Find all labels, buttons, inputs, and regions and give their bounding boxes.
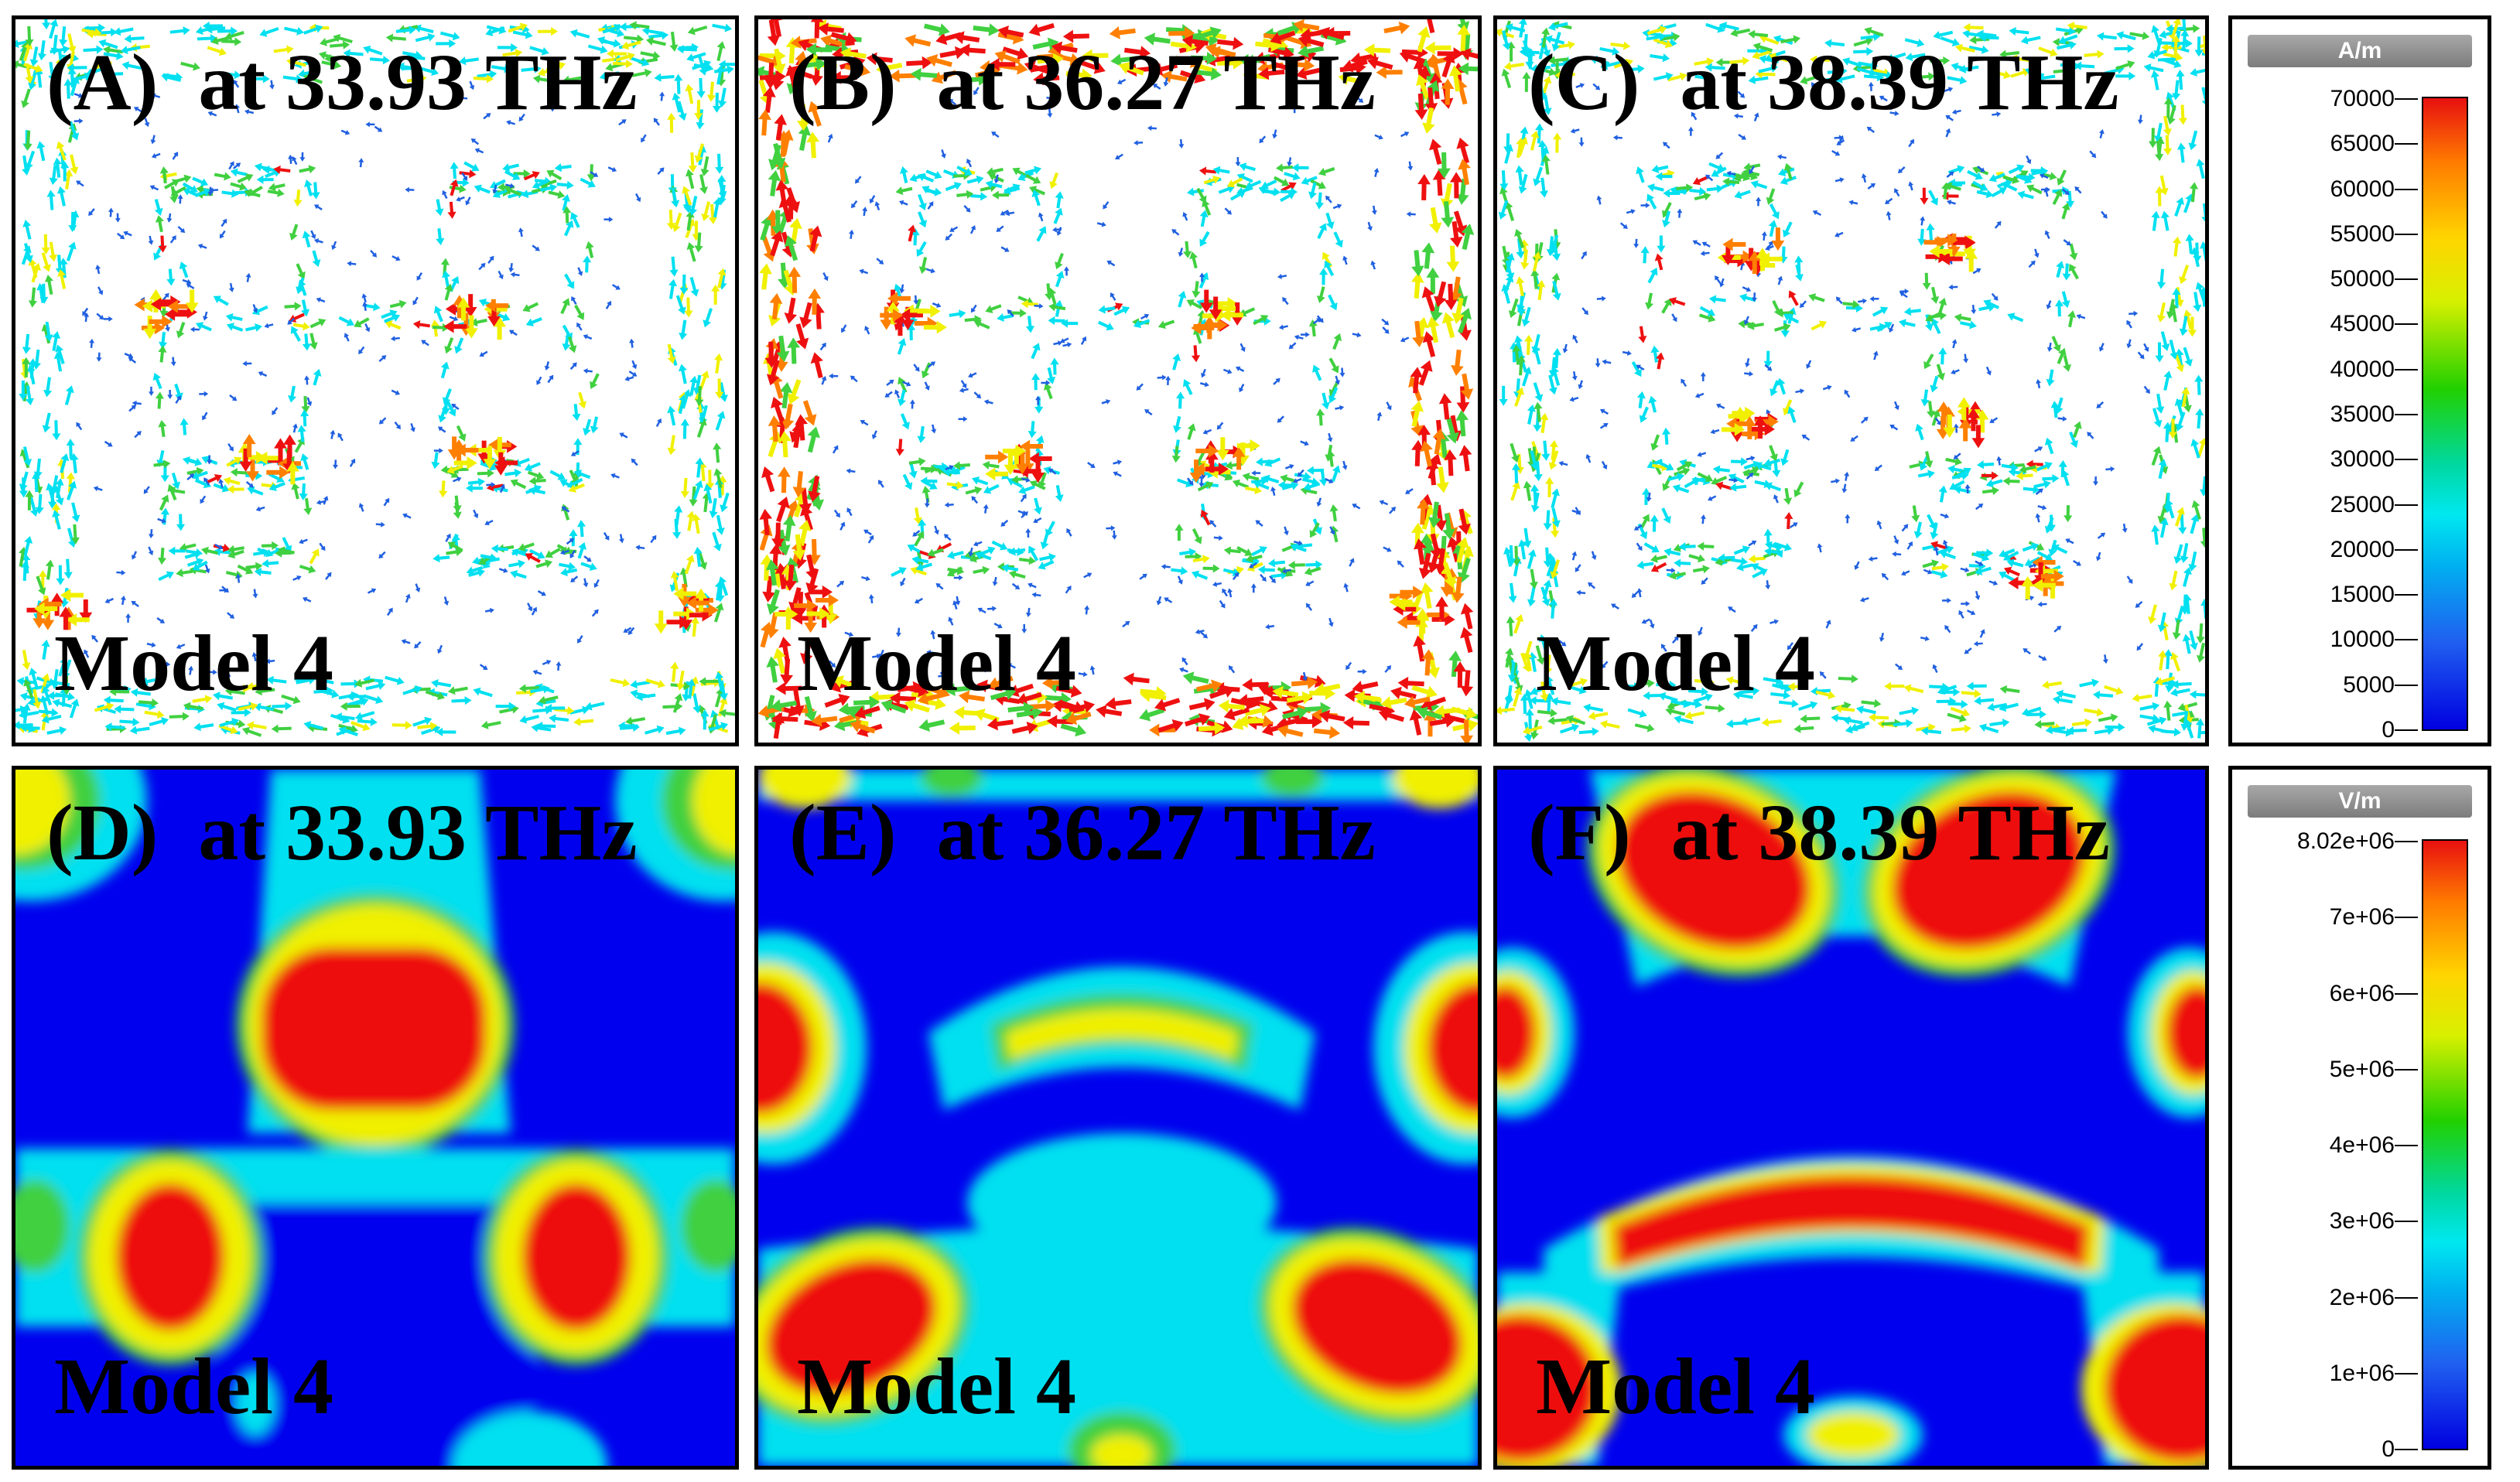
legend-tick-mark xyxy=(2395,1145,2418,1146)
legend-tick-mark xyxy=(2395,278,2418,281)
panel-b-label: (B) at 36.27 THz xyxy=(789,38,1376,127)
legend-tick-label: 1e+06 xyxy=(2329,1360,2395,1386)
legend-tick-mark xyxy=(2395,504,2418,506)
legend-tick-label: 45000 xyxy=(2330,311,2395,337)
field-map-d xyxy=(15,770,735,1466)
legend-tick-mark xyxy=(2395,917,2418,919)
field-map-f xyxy=(1497,770,2205,1466)
legend-tick-mark xyxy=(2395,1372,2418,1374)
panel-a-surface-current: (A) at 33.93 THz Model 4 xyxy=(12,15,739,746)
legend-surface-current: A/m 70000 65000 60000 55000 50000 45000 40000 3… xyxy=(2228,15,2491,746)
panel-d-label: (D) at 33.93 THz xyxy=(46,788,638,877)
current-arrows-b xyxy=(758,19,1478,743)
legend-tick-mark xyxy=(2395,729,2418,731)
legend-tick-mark xyxy=(2395,992,2418,995)
legend-tick-mark xyxy=(2395,1296,2418,1299)
legend-tick-label: 8.02e+06 xyxy=(2297,828,2395,854)
legend-tick-mark xyxy=(2395,639,2418,641)
legend-tick-mark xyxy=(2395,548,2418,551)
legend-tick-label: 15000 xyxy=(2330,582,2395,608)
legend-tick-label: 7e+06 xyxy=(2329,904,2395,931)
legend-tick-label: 40000 xyxy=(2330,356,2395,382)
legend-tick-mark xyxy=(2395,1449,2418,1450)
legend-tick-mark xyxy=(2395,323,2418,326)
legend-tick-label: 2e+06 xyxy=(2329,1284,2395,1310)
current-arrows-c xyxy=(1497,19,2205,743)
panel-c-model-label: Model 4 xyxy=(1536,619,1816,708)
legend-tick-label: 0 xyxy=(2382,717,2395,743)
legend-tick-label: 6e+06 xyxy=(2329,980,2395,1006)
panel-c-surface-current: (C) at 38.39 THz Model 4 xyxy=(1493,15,2209,746)
panel-e-label: (E) at 36.27 THz xyxy=(789,788,1376,877)
legend-tick-label: 70000 xyxy=(2330,86,2395,111)
panel-b-surface-current: (B) at 36.27 THz Model 4 xyxy=(754,15,1482,746)
legend-field-colorbar xyxy=(2422,839,2468,1450)
panel-b-model-label: Model 4 xyxy=(797,619,1077,708)
panel-f-label: (F) at 38.39 THz xyxy=(1528,788,2110,877)
panel-e-model-label: Model 4 xyxy=(797,1342,1077,1431)
legend-tick-mark xyxy=(2395,841,2418,842)
panel-f-model-label: Model 4 xyxy=(1536,1342,1816,1431)
legend-tick-mark xyxy=(2395,233,2418,235)
panel-e-electric-field: (E) at 36.27 THz Model 4 xyxy=(754,766,1482,1470)
legend-tick-mark xyxy=(2395,368,2418,370)
legend-tick-label: 30000 xyxy=(2330,446,2395,473)
legend-electric-field: V/m 8.02e+06 7e+06 6e+06 5e+06 4e+06 3e+06 2e+… xyxy=(2228,766,2491,1470)
legend-tick-mark xyxy=(2395,414,2418,415)
legend-tick-mark xyxy=(2395,143,2418,145)
legend-tick-label: 10000 xyxy=(2330,627,2395,653)
panel-d-electric-field: (D) at 33.93 THz Model 4 xyxy=(12,766,739,1470)
legend-tick-label: 5e+06 xyxy=(2329,1056,2395,1082)
legend-tick-label: 20000 xyxy=(2330,536,2395,562)
legend-tick-mark xyxy=(2395,1221,2418,1223)
panel-a-label: (A) at 33.93 THz xyxy=(46,38,638,127)
legend-tick-label: 60000 xyxy=(2330,176,2395,202)
legend-tick-mark xyxy=(2395,684,2418,686)
legend-current-colorbar xyxy=(2422,97,2468,731)
legend-tick-label: 25000 xyxy=(2330,491,2395,517)
legend-tick-mark xyxy=(2395,98,2418,100)
legend-tick-label: 5000 xyxy=(2343,671,2395,698)
panel-d-model-label: Model 4 xyxy=(54,1342,334,1431)
legend-tick-label: 65000 xyxy=(2330,131,2395,157)
legend-tick-mark xyxy=(2395,188,2418,190)
legend-tick-mark xyxy=(2395,1068,2418,1071)
legend-tick-mark xyxy=(2395,594,2418,596)
legend-tick-label: 4e+06 xyxy=(2329,1132,2395,1158)
legend-tick-label: 3e+06 xyxy=(2329,1208,2395,1234)
panel-a-model-label: Model 4 xyxy=(54,619,334,708)
panel-f-electric-field: (F) at 38.39 THz Model 4 xyxy=(1493,766,2209,1470)
legend-current-unit: A/m xyxy=(2248,35,2472,67)
legend-tick-label: 55000 xyxy=(2330,220,2395,247)
legend-tick-label: 35000 xyxy=(2330,401,2395,427)
legend-tick-mark xyxy=(2395,459,2418,461)
legend-tick-label: 50000 xyxy=(2330,266,2395,292)
legend-tick-label: 0 xyxy=(2382,1436,2395,1462)
panel-c-label: (C) at 38.39 THz xyxy=(1528,38,2119,127)
legend-field-unit: V/m xyxy=(2248,785,2472,818)
current-arrows-a xyxy=(15,19,735,737)
field-map-e xyxy=(758,770,1478,1466)
